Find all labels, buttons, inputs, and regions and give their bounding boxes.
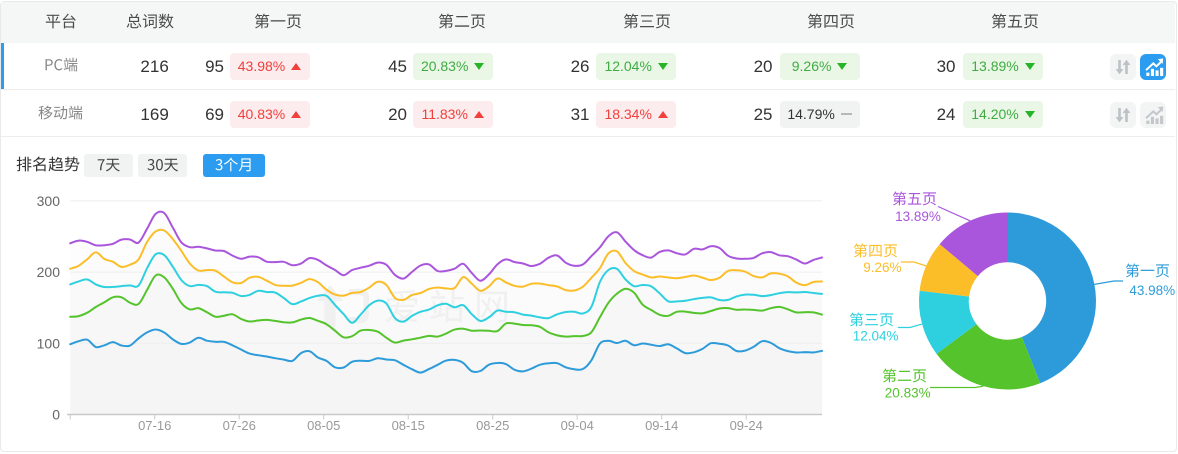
svg-text:12.04%: 12.04% — [853, 329, 899, 344]
svg-text:07-26: 07-26 — [223, 418, 256, 433]
svg-text:0: 0 — [52, 407, 60, 423]
svg-text:08-25: 08-25 — [476, 418, 509, 433]
svg-text:08-05: 08-05 — [307, 418, 340, 433]
svg-text:200: 200 — [37, 264, 61, 280]
svg-text:09-24: 09-24 — [730, 418, 763, 433]
svg-text:9.26%: 9.26% — [863, 260, 901, 275]
svg-text:09-14: 09-14 — [645, 418, 678, 433]
svg-text:09-04: 09-04 — [561, 418, 594, 433]
svg-text:08-15: 08-15 — [392, 418, 425, 433]
svg-text:300: 300 — [37, 193, 61, 209]
svg-text:100: 100 — [37, 335, 61, 351]
svg-text:13.89%: 13.89% — [895, 209, 941, 224]
svg-text:07-16: 07-16 — [138, 418, 171, 433]
svg-text:20.83%: 20.83% — [885, 386, 931, 401]
svg-text:43.98%: 43.98% — [1129, 283, 1175, 298]
